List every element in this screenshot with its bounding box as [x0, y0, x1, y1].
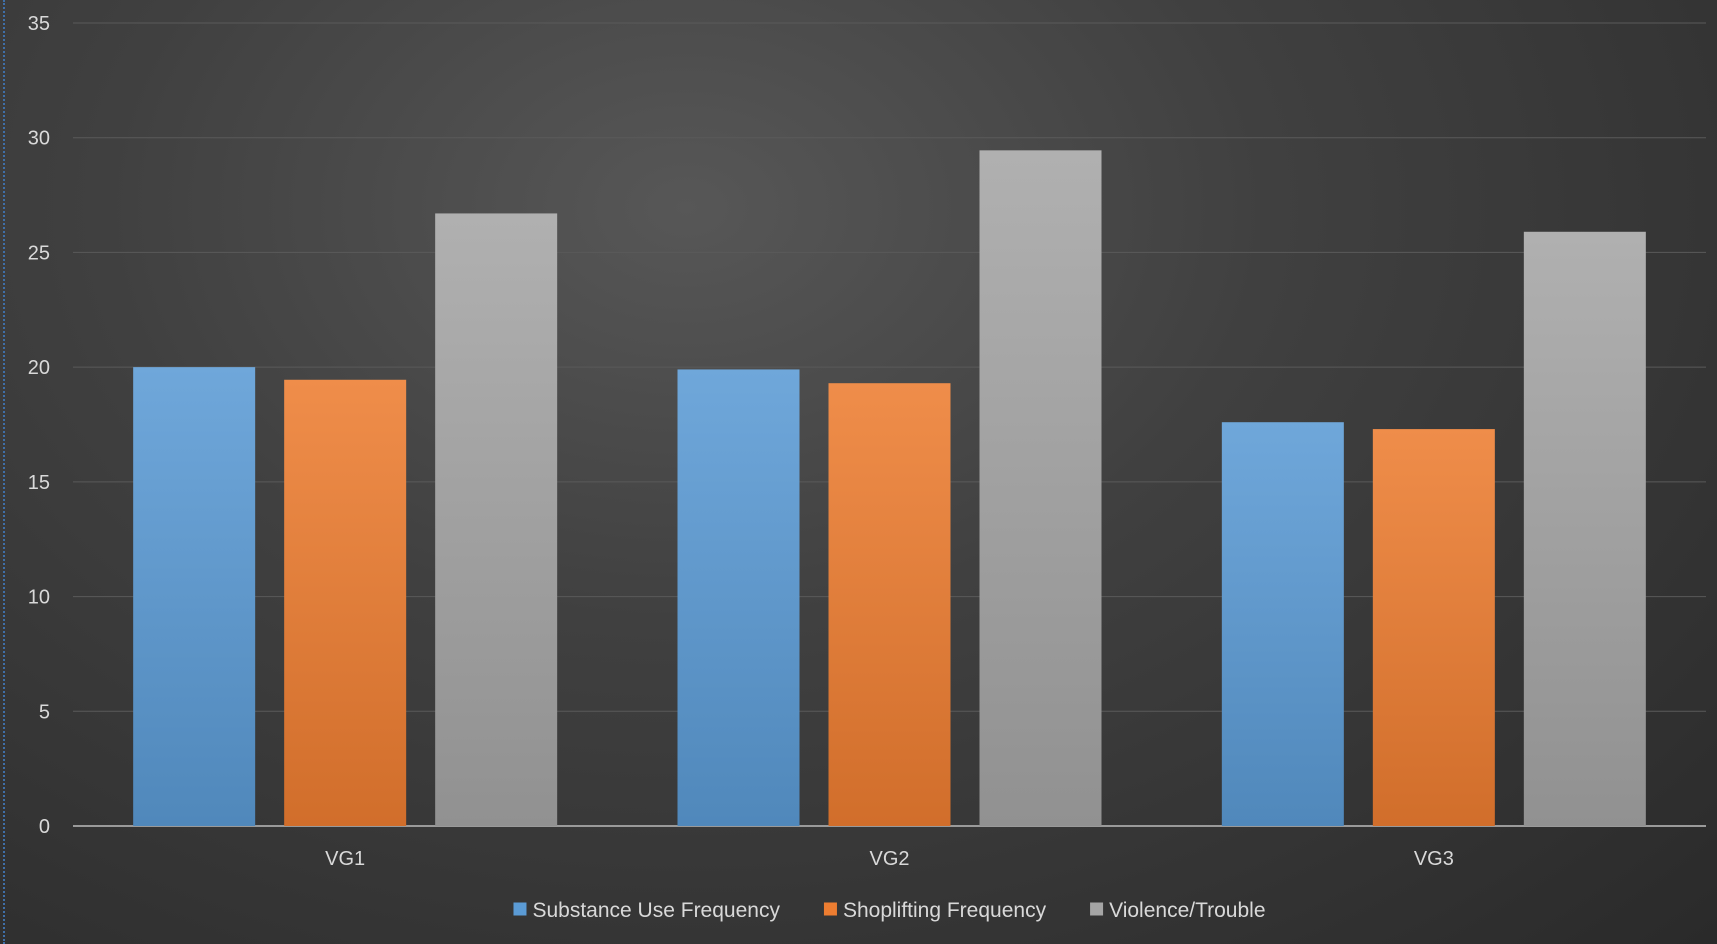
y-tick-label: 35 [28, 13, 50, 35]
bar [133, 367, 256, 826]
legend-item: Substance Use Frequency [513, 899, 780, 922]
legend-item: Violence/Trouble [1090, 899, 1266, 922]
legend-swatch [823, 902, 837, 916]
legend: Substance Use Frequency Shoplifting Frequ… [513, 899, 1266, 922]
x-axis-tick-labels: VG1 VG2 VG3 [325, 848, 1454, 870]
y-axis-tick-labels: 0 5 10 15 20 25 30 35 [28, 13, 50, 838]
legend-label: Shoplifting Frequency [843, 899, 1047, 922]
bar [1523, 231, 1646, 826]
bar [979, 150, 1102, 826]
bar [435, 213, 558, 826]
y-tick-label: 5 [39, 701, 50, 723]
bar [1372, 429, 1495, 826]
x-tick-label: VG3 [1414, 848, 1454, 870]
y-tick-label: 10 [28, 587, 50, 609]
y-tick-label: 15 [28, 472, 50, 494]
legend-swatch [1090, 902, 1104, 916]
bar [677, 369, 800, 826]
selection-border [3, 0, 5, 944]
legend-label: Substance Use Frequency [532, 899, 780, 922]
y-tick-label: 0 [39, 816, 50, 838]
x-tick-label: VG2 [869, 848, 909, 870]
x-tick-label: VG1 [325, 848, 365, 870]
legend-swatch [513, 902, 527, 916]
bar [1221, 422, 1344, 826]
legend-label: Violence/Trouble [1109, 899, 1265, 922]
y-tick-label: 20 [28, 357, 50, 379]
bar [828, 383, 951, 826]
legend-item: Shoplifting Frequency [823, 899, 1047, 922]
y-tick-label: 25 [28, 242, 50, 264]
y-tick-label: 30 [28, 128, 50, 150]
bars [133, 150, 1646, 826]
bar [284, 379, 407, 826]
